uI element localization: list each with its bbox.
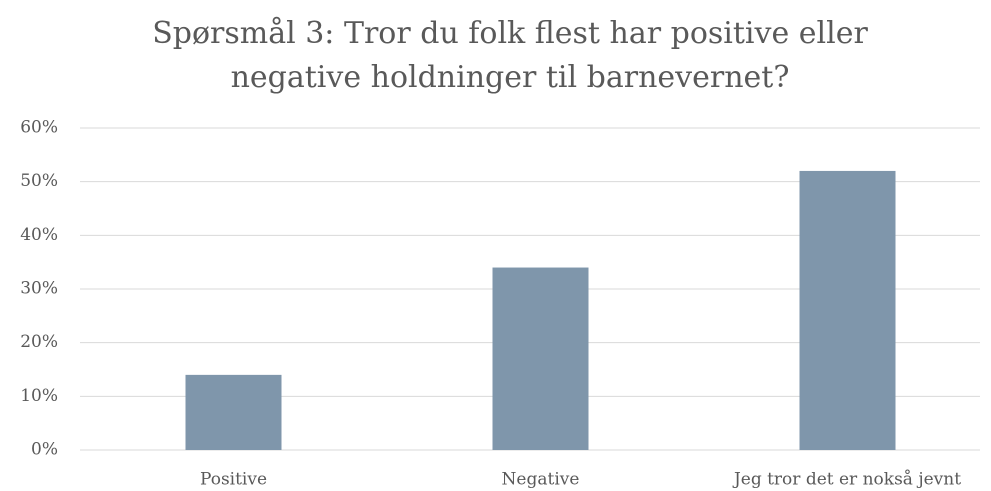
y-tick-label: 30%	[20, 279, 58, 299]
y-tick-label: 40%	[20, 225, 58, 245]
bar	[185, 374, 282, 450]
x-tick-label: Jeg tror det er nokså jevnt	[732, 470, 961, 490]
y-tick-label: 20%	[20, 332, 58, 352]
bar	[799, 170, 896, 450]
y-tick-label: 10%	[20, 386, 58, 406]
y-tick-label: 60%	[20, 118, 58, 138]
x-tick-label: Negative	[502, 470, 580, 490]
chart-title: Spørsmål 3: Tror du folk flest har posit…	[152, 16, 868, 95]
x-tick-label: Positive	[200, 470, 267, 490]
y-tick-label: 50%	[20, 171, 58, 191]
y-tick-label: 0%	[31, 440, 58, 460]
bar	[492, 267, 589, 450]
